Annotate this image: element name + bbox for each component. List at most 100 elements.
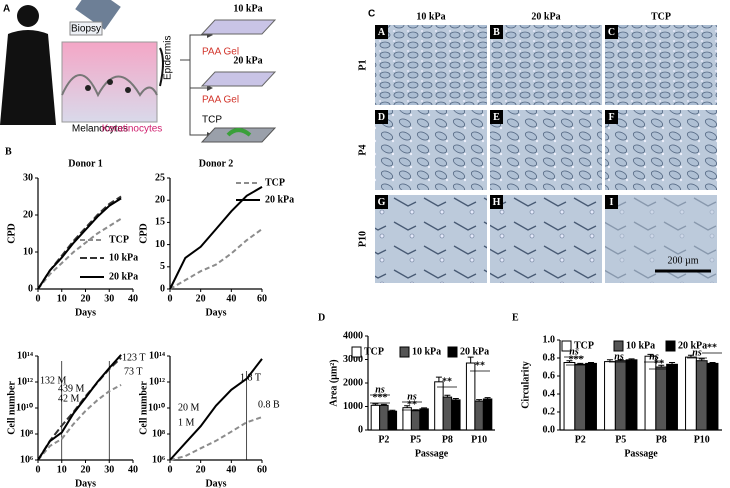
legend-swatch xyxy=(665,340,676,352)
bar xyxy=(695,360,708,431)
series-line xyxy=(37,384,122,461)
tile-badge xyxy=(490,110,503,124)
y-tick-label: 20 xyxy=(23,209,33,220)
panel-label: A xyxy=(3,4,10,15)
legend-swatch xyxy=(613,340,624,352)
y-tick-label: 30 xyxy=(23,172,33,183)
x-tick-label: P2 xyxy=(575,434,586,445)
bar xyxy=(465,362,476,431)
label: PAA Gel xyxy=(202,95,239,106)
legend-label: 10 kPa xyxy=(626,340,655,351)
y-tick-label: 10¹⁴ xyxy=(17,350,33,361)
annotation: ** xyxy=(442,376,452,387)
x-tick-label: 20 xyxy=(196,464,206,475)
legend-label: TCP xyxy=(574,340,594,351)
annotation: ns xyxy=(614,351,624,362)
charts: Donor 1 Days CPD 0 10 20 30 0 10 20 30 40 TCP 10 kPa 2… xyxy=(6,158,722,488)
y-tick-label: 0 xyxy=(160,283,165,294)
x-tick-label: P5 xyxy=(410,434,421,445)
micrograph-texture xyxy=(375,195,487,283)
error-bar xyxy=(404,405,411,408)
y-tick-label: 0.4 xyxy=(543,388,556,399)
tile-badge xyxy=(605,110,618,124)
x-tick-label: P5 xyxy=(615,434,626,445)
scale-label: 200 µm xyxy=(667,255,698,266)
bar xyxy=(442,396,453,431)
bar xyxy=(666,363,678,431)
error-bar xyxy=(467,356,474,364)
y-tick-label: 0 xyxy=(28,283,33,294)
y-tick-label: 25 xyxy=(155,172,165,183)
x-axis-label: Days xyxy=(205,478,226,488)
legend-swatch xyxy=(351,346,362,358)
legend-label: 20 kPa xyxy=(678,340,707,351)
error-bar xyxy=(435,376,442,382)
series-line xyxy=(169,186,263,290)
row-label: P1 xyxy=(357,59,368,70)
annotation: ** xyxy=(707,342,717,353)
bar xyxy=(604,361,616,431)
label: Biopsy xyxy=(71,24,101,35)
tile-label: B xyxy=(493,27,500,38)
y-tick-label: 10¹² xyxy=(149,376,165,387)
x-tick-label: P2 xyxy=(378,434,389,445)
bar xyxy=(614,360,627,431)
micrograph-texture xyxy=(605,195,717,283)
tile-label: E xyxy=(493,112,500,123)
bar xyxy=(410,410,421,431)
x-axis-label: Days xyxy=(75,478,96,488)
tile-badge xyxy=(375,110,388,124)
x-tick-label: 0 xyxy=(168,293,173,304)
x-tick-label: 0 xyxy=(36,464,41,475)
y-tick-label: 10¹² xyxy=(17,376,33,387)
micrograph-texture xyxy=(490,110,602,190)
chart-title: Donor 2 xyxy=(199,158,234,169)
tile-badge xyxy=(490,25,503,39)
tile-label: D xyxy=(378,112,385,123)
bar xyxy=(434,381,444,431)
label: Epidermis xyxy=(163,36,174,80)
bar xyxy=(482,398,493,431)
error-bar xyxy=(588,362,595,364)
y-tick-label: 0.6 xyxy=(543,370,556,381)
y-axis-label: CPD xyxy=(138,223,149,244)
bar xyxy=(370,404,381,431)
x-axis-label: Days xyxy=(75,307,96,318)
annotation: ns xyxy=(692,347,702,358)
tile-label: H xyxy=(493,197,501,208)
x-axis-label: Days xyxy=(205,307,226,318)
x-tick-label: 60 xyxy=(257,293,267,304)
row-label: P4 xyxy=(357,144,368,155)
y-tick-label: 0.8 xyxy=(543,352,556,363)
legend-label: TCP xyxy=(109,234,129,245)
error-bar xyxy=(484,397,491,399)
legend-label: 10 kPa xyxy=(412,346,441,357)
annotation: 73 T xyxy=(124,366,142,377)
x-tick-label: 40 xyxy=(128,293,138,304)
annotation: 1 M xyxy=(178,417,195,428)
error-bar xyxy=(606,359,613,362)
x-tick-label: 30 xyxy=(104,293,114,304)
x-axis-label: Passage xyxy=(624,448,658,459)
y-tick-label: 10⁸ xyxy=(20,428,33,439)
x-tick-label: P8 xyxy=(442,434,453,445)
x-tick-label: 10 xyxy=(57,293,67,304)
row-label: P10 xyxy=(357,231,368,247)
annotation: 1.8 T xyxy=(240,372,261,383)
annotation: ns xyxy=(407,391,417,402)
error-bar xyxy=(372,403,379,406)
tile-badge xyxy=(605,25,618,39)
column-label: 10 kPa xyxy=(416,11,445,22)
annotation: *** xyxy=(569,354,584,365)
y-axis-label: Cell number xyxy=(138,381,149,435)
label: 20 kPa xyxy=(233,55,262,66)
y-axis-label: Area (µm²) xyxy=(328,359,339,406)
biopsy-tool: Biopsy xyxy=(69,0,121,36)
x-tick-label: 60 xyxy=(257,464,267,475)
x-tick-label: P10 xyxy=(694,434,710,445)
legend-label: 10 kPa xyxy=(109,252,138,263)
panel-label: D xyxy=(318,312,325,323)
y-tick-label: 1.0 xyxy=(543,334,556,345)
legend-label: 20 kPa xyxy=(460,346,489,357)
error-bar xyxy=(687,354,694,358)
